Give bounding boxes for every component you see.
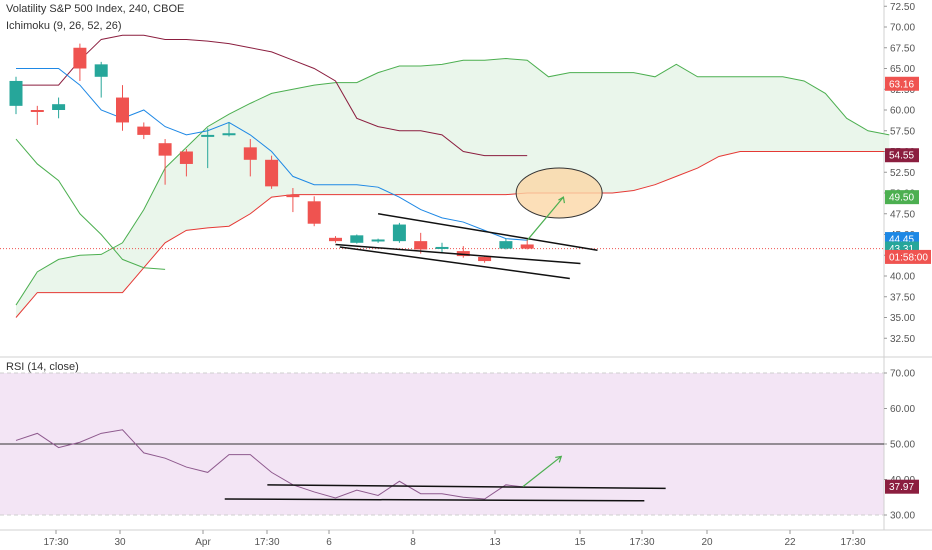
- price-tick-label: 40.00: [890, 272, 915, 283]
- candle-body: [329, 237, 342, 242]
- price-label-text: 44.45: [889, 235, 914, 246]
- time-tick-label: 17:30: [840, 537, 865, 548]
- price-tick-label: 37.50: [890, 292, 915, 303]
- rsi-tick-label: 30.00: [890, 511, 915, 522]
- base-line: [16, 34, 528, 157]
- time-tick-label: 20: [701, 537, 713, 548]
- candle-body: [52, 104, 66, 110]
- chart-title: Volatility S&P 500 Index, 240, CBOE: [6, 3, 185, 15]
- target-arrow-head: [558, 196, 566, 204]
- rsi-line: [15, 429, 528, 500]
- candle-body: [179, 151, 193, 164]
- rsi-legend: RSI (14, close): [6, 361, 79, 373]
- ichimoku-legend: Ichimoku (9, 26, 52, 26): [6, 20, 122, 32]
- candle-body: [435, 246, 449, 249]
- rsi-value-label-text: 37.97: [889, 482, 914, 493]
- ichimoku-cloud: [16, 58, 890, 318]
- price-label: [885, 76, 919, 91]
- leading-span-b: [15, 151, 890, 318]
- price-tick-label: 70.00: [890, 23, 915, 34]
- price-label-text: 54.55: [889, 151, 914, 162]
- candle-body: [371, 239, 385, 242]
- time-tick-label: 8: [410, 537, 416, 548]
- price-tick-label: 65.00: [890, 64, 915, 75]
- rsi-lower-trendline: [224, 498, 645, 502]
- price-tick-label: 57.50: [890, 126, 915, 137]
- candle-body: [265, 159, 279, 187]
- time-tick-label: 15: [574, 537, 586, 548]
- price-tick-label: 32.50: [890, 334, 915, 345]
- rsi-arrow: [522, 455, 562, 488]
- candle-body: [158, 143, 172, 156]
- target-ellipse: [515, 167, 603, 219]
- candle-body: [30, 110, 44, 112]
- candle-body: [456, 251, 470, 257]
- candle-body: [201, 134, 215, 137]
- price-label: [885, 249, 931, 264]
- rsi-tick-label: 70.00: [890, 369, 915, 380]
- time-tick-label: 22: [784, 537, 796, 548]
- candle-body: [9, 80, 23, 106]
- price-label: [885, 190, 919, 205]
- rsi-upper-trendline: [267, 484, 666, 490]
- time-tick-label: 17:30: [254, 537, 279, 548]
- price-label-text: 01:58:00: [889, 252, 928, 263]
- price-tick-label: 47.50: [890, 209, 915, 220]
- time-tick-label: 17:30: [43, 537, 68, 548]
- candle-body: [520, 244, 534, 249]
- rsi-value-label: [885, 479, 919, 494]
- candle-body: [350, 235, 364, 243]
- rsi-tick-label: 50.00: [890, 440, 915, 451]
- price-tick-label: 72.50: [890, 2, 915, 13]
- time-tick-label: 13: [489, 537, 501, 548]
- leading-span-a: [15, 58, 890, 306]
- rsi-arrow-head: [555, 455, 563, 463]
- candle-body: [243, 147, 257, 160]
- price-tick-label: 35.00: [890, 313, 915, 324]
- candle-body: [286, 194, 300, 198]
- lagging-span: [15, 138, 166, 270]
- candle-body: [73, 47, 87, 69]
- candle-body: [116, 97, 129, 123]
- price-tick-label: 52.50: [890, 168, 915, 179]
- time-tick-label: 17:30: [629, 537, 654, 548]
- target-arrow: [526, 196, 564, 241]
- price-tick-label: 67.50: [890, 43, 915, 54]
- candle-body: [499, 241, 513, 249]
- wedge-top-line: [377, 213, 598, 252]
- price-label-text: 49.50: [889, 193, 914, 204]
- time-tick-label: 30: [114, 537, 126, 548]
- candle-body: [94, 64, 108, 77]
- price-label: [885, 148, 919, 163]
- candle-body: [478, 256, 492, 262]
- wedge-upper-line: [335, 243, 581, 265]
- price-label-text: 43.31: [889, 244, 914, 255]
- time-tick-label: 6: [326, 537, 332, 548]
- candle-body: [137, 126, 151, 135]
- price-label-text: 63.16: [889, 79, 914, 90]
- price-tick-label: 60.00: [890, 106, 915, 117]
- candle-body: [307, 201, 321, 224]
- candle-body: [392, 224, 406, 242]
- time-tick-label: Apr: [195, 537, 211, 548]
- rsi-tick-label: 60.00: [890, 404, 915, 415]
- wedge-lower-line: [339, 246, 570, 280]
- candle-body: [414, 241, 428, 250]
- candle-body: [222, 133, 236, 136]
